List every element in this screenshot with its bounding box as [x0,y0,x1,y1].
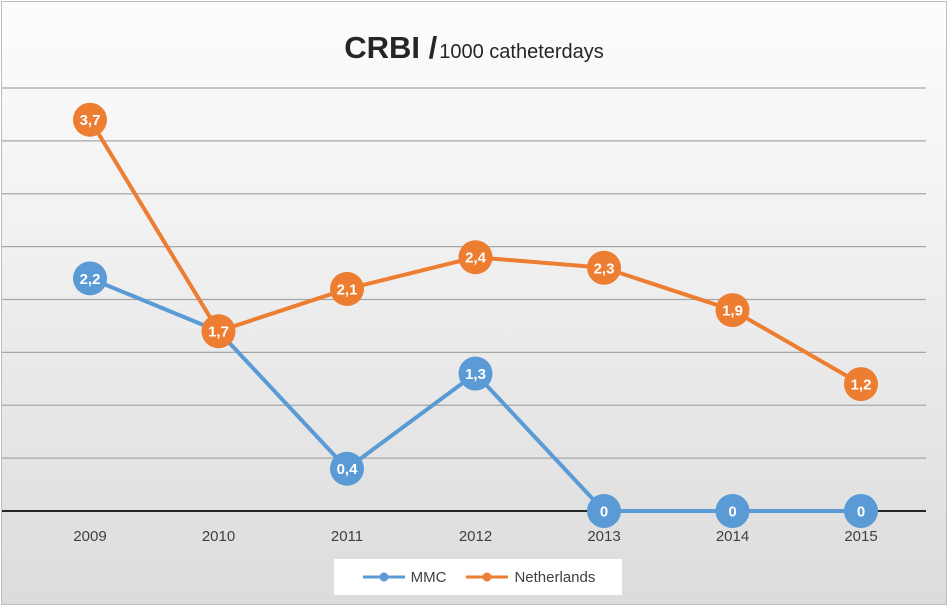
chart-title: CRBI /1000 catheterdays [2,30,946,66]
data-label-netherlands: 3,7 [80,112,101,129]
data-label-mmc: 0 [600,504,608,521]
data-point-netherlands [201,314,236,349]
data-label-mmc: 0 [857,504,865,521]
data-point-mmc [715,494,750,528]
x-tick-label: 2010 [202,528,235,545]
data-label-netherlands: 1,2 [851,377,872,394]
data-point-mmc [458,356,493,391]
x-tick-label: 2012 [459,528,492,545]
data-label-netherlands: 2,4 [465,250,487,267]
x-tick-label: 2011 [331,528,363,545]
data-label-netherlands: 2,1 [337,281,358,298]
data-label-netherlands: 2,3 [594,260,615,277]
x-tick-label: 2014 [716,528,749,545]
legend: MMC Netherlands [334,559,622,595]
legend-entry-mmc: MMC [361,568,447,586]
data-label-mmc: 0,4 [337,461,359,478]
legend-swatch-mmc [362,572,405,582]
data-label-netherlands: 1,7 [208,324,229,341]
data-point-netherlands [73,102,107,137]
data-point-netherlands [715,293,750,328]
data-point-mmc [73,261,107,296]
data-point-netherlands [587,250,621,285]
data-label-mmc: 1,3 [465,366,486,383]
legend-swatch-netherlands [466,572,509,582]
legend-label-mmc: MMC [410,568,447,586]
data-label-mmc: 2,2 [80,271,101,288]
x-tick-label: 2009 [73,528,106,545]
data-point-netherlands [330,271,364,306]
data-point-mmc [844,494,878,528]
x-axis-tick-labels: 2009 2010 2011 2012 2013 2014 2015 [73,528,877,545]
data-point-mmc [587,494,621,528]
legend-entry-netherlands: Netherlands [464,569,595,586]
data-point-netherlands [458,240,493,275]
chart-title-subtitle: 1000 catheterdays [439,41,604,63]
legend-label-netherlands: Netherlands [514,568,596,586]
series-markers: 2,2 0,4 1,3 0 0 0 3,7 1,7 2,1 2,4 2,3 1,9 1,2 [73,102,878,528]
data-point-mmc [330,451,364,486]
data-point-netherlands [844,367,878,402]
x-tick-label: 2013 [587,528,620,545]
data-label-mmc: 0 [728,504,736,521]
x-tick-label: 2015 [844,528,877,545]
data-label-netherlands: 1,9 [722,303,743,320]
chart-title-main: CRBI / [344,30,438,65]
